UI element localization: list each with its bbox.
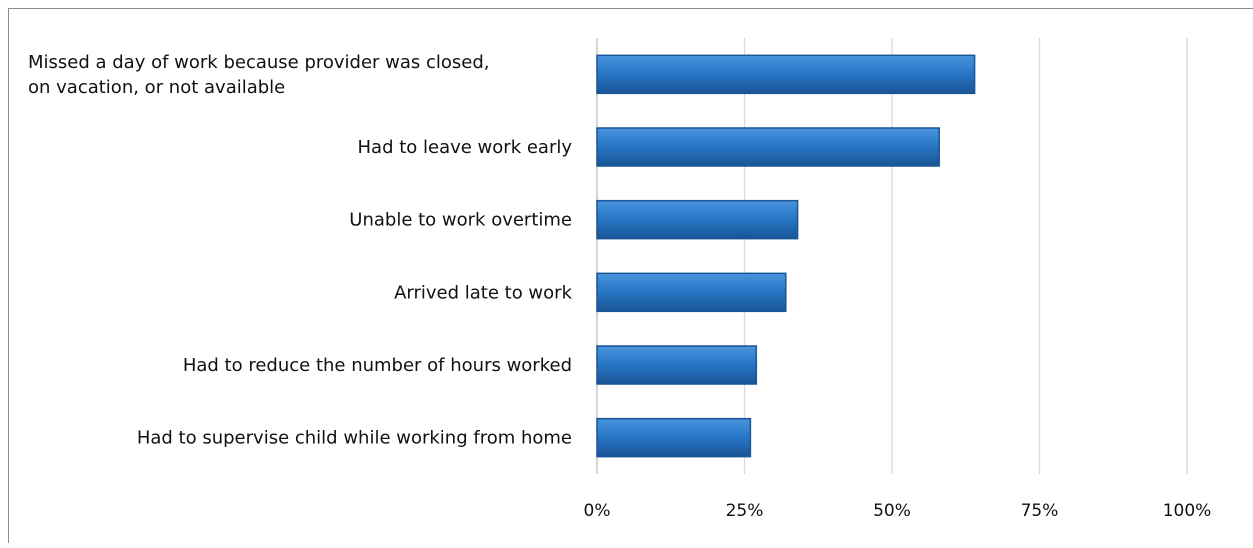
bar — [597, 346, 756, 384]
category-label: on vacation, or not available — [28, 77, 285, 98]
x-tick-label: 75% — [1021, 501, 1059, 521]
bar — [597, 273, 786, 311]
category-label: Had to leave work early — [358, 137, 573, 158]
x-tick-label: 50% — [873, 501, 911, 521]
bars — [597, 55, 975, 456]
category-label: Had to supervise child while working fro… — [137, 428, 572, 449]
gridlines — [597, 38, 1187, 474]
x-tick-label: 25% — [726, 501, 764, 521]
bar — [597, 128, 939, 166]
category-label: Arrived late to work — [394, 282, 572, 303]
category-labels: Missed a day of work because provider wa… — [28, 52, 573, 449]
x-tick-label: 100% — [1163, 501, 1212, 521]
bar — [597, 201, 798, 239]
category-label: Unable to work overtime — [349, 210, 572, 231]
x-tick-labels: 0% 25% 50% 75% 100% — [584, 501, 1212, 521]
x-tick-label: 0% — [584, 501, 611, 521]
bar — [597, 55, 975, 93]
category-label: Had to reduce the number of hours worked — [183, 355, 572, 376]
bar — [597, 419, 750, 457]
category-label: Missed a day of work because provider wa… — [28, 52, 490, 73]
